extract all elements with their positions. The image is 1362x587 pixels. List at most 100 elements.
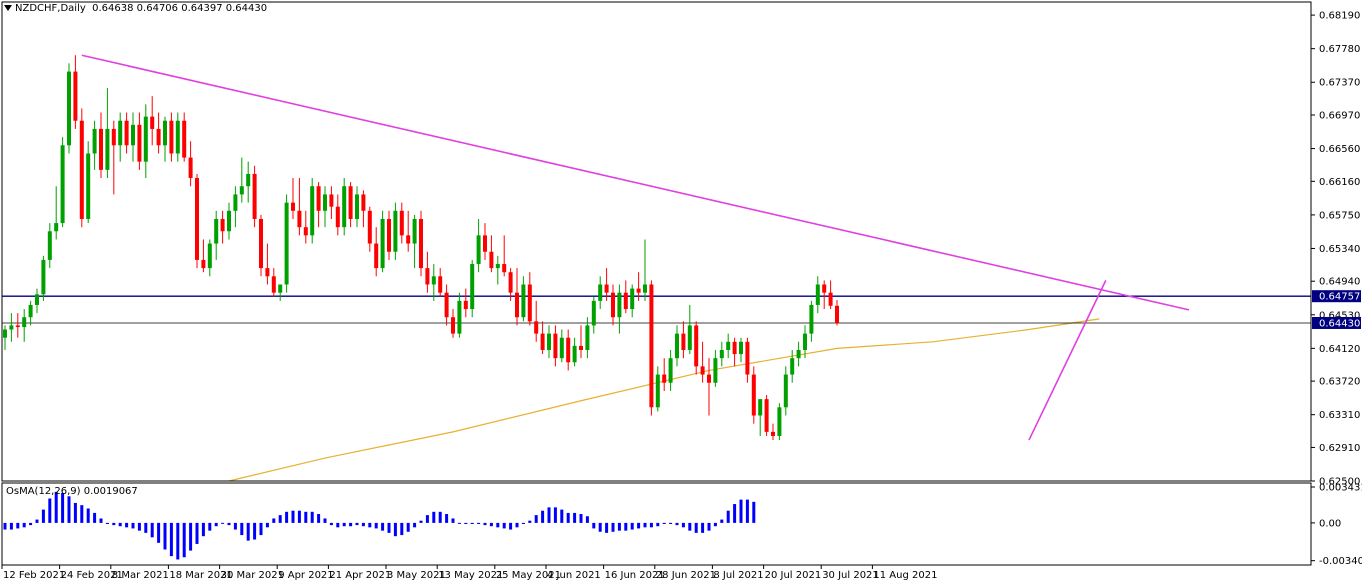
osma-bar (361, 522, 365, 527)
osma-bar (502, 522, 506, 529)
bull-candle (207, 243, 212, 269)
bear-candle (694, 325, 699, 367)
price-tick-label: 0.67780 (1319, 44, 1360, 55)
bull-candle (719, 349, 724, 359)
bear-candle (271, 276, 276, 293)
osma-bar (701, 522, 705, 533)
time-tick-label: 30 Mar 2021 (221, 570, 284, 581)
bull-candle (431, 276, 436, 285)
bull-candle (713, 358, 718, 383)
bear-candle (259, 218, 263, 269)
bear-candle (623, 292, 628, 310)
osma-bar (413, 522, 417, 528)
bull-candle (790, 358, 795, 375)
bull-candle (470, 264, 475, 310)
bear-candle (265, 268, 270, 277)
osma-bar (637, 522, 641, 529)
price-tick-label: 0.62500 (1319, 477, 1360, 488)
bear-candle (835, 305, 839, 323)
bear-candle (822, 284, 827, 293)
bull-candle (105, 128, 110, 170)
osma-bar (381, 522, 385, 531)
osma-bar (214, 522, 218, 527)
bull-candle (246, 173, 251, 187)
osma-bar (29, 522, 33, 526)
bull-candle (214, 218, 219, 244)
bear-candle (169, 120, 174, 154)
current-price-label: 0.64430 (1319, 318, 1360, 329)
osma-bar (400, 522, 404, 536)
osma-bar (176, 522, 180, 560)
osma-bar (169, 522, 173, 557)
osma-bar (624, 522, 628, 531)
bull-candle (521, 284, 526, 318)
price-tick-label: 0.63720 (1319, 377, 1360, 388)
bull-candle (239, 186, 244, 195)
pane-frames (1, 1, 1312, 566)
osma-bar (112, 522, 116, 526)
chart-header: NZDCHF,Daily 0.64638 0.64706 0.64397 0.6… (4, 3, 267, 14)
bull-candle (163, 120, 167, 146)
time-tick-label: 24 Feb 2021 (61, 570, 123, 581)
osma-bar (419, 520, 423, 523)
osma-bar (483, 522, 487, 526)
bull-candle (310, 186, 315, 236)
bear-candle (508, 272, 513, 293)
bull-candle (495, 264, 500, 269)
osma-bar (259, 522, 263, 536)
osma-bar (131, 522, 135, 529)
osma-bar (733, 504, 737, 523)
bear-candle (387, 218, 391, 252)
osma-bar (598, 522, 602, 532)
bear-candle (515, 292, 519, 318)
osma-bar (208, 522, 212, 531)
bear-candle (451, 317, 455, 334)
bull-candle (355, 194, 359, 219)
time-tick-label: 3 May 2021 (387, 570, 446, 581)
bear-candle (419, 218, 423, 269)
price-tick-label: 0.66160 (1319, 177, 1360, 188)
ascending-trendline (1028, 280, 1107, 441)
osma-bar (54, 491, 58, 523)
osma-bar (451, 518, 455, 523)
bull-candle (393, 210, 398, 252)
bear-candle (444, 292, 449, 318)
bear-candle (220, 218, 225, 232)
bear-candle (649, 284, 654, 408)
bear-candle (732, 341, 737, 355)
time-tick-label: 12 Feb 2021 (3, 570, 65, 581)
ohlc-values: 0.64638 0.64706 0.64397 0.64430 (92, 3, 268, 14)
price-axis: 0.68190 0.67780 0.67370 0.66970 0.66560 0.661… (1311, 11, 1361, 488)
time-tick-label: 11 Aug 2021 (873, 570, 937, 581)
price-tick-label: 0.64530 (1319, 310, 1360, 321)
bull-candle (643, 284, 647, 293)
bear-candle (636, 288, 641, 293)
time-tick-label: 28 Jun 2021 (656, 570, 716, 581)
bull-candle (655, 374, 660, 408)
bear-candle (111, 128, 116, 146)
bear-candle (566, 337, 571, 363)
osma-bar (521, 522, 525, 524)
osma-bar (246, 522, 250, 541)
osma-bar (425, 515, 429, 523)
osma-bar (150, 522, 154, 538)
collapse-triangle-icon[interactable] (4, 5, 12, 11)
bull-candle (591, 300, 596, 326)
osma-bar (566, 512, 570, 523)
osma-bar (355, 522, 359, 526)
bear-candle (188, 157, 193, 179)
main-pane-frame (1, 1, 1312, 482)
price-tick-label: 0.65750 (1319, 210, 1360, 221)
bull-candle (572, 345, 577, 363)
bull-candle (67, 71, 71, 146)
bear-candle (329, 194, 334, 207)
bear-candle (489, 251, 494, 269)
osma-bar (432, 511, 436, 523)
descending-trendline (81, 54, 1190, 311)
osma-bar (323, 518, 327, 523)
osma-tick-label: -0.0034094 (1319, 556, 1362, 567)
osma-bar (3, 522, 7, 530)
osma-bar (67, 496, 71, 523)
